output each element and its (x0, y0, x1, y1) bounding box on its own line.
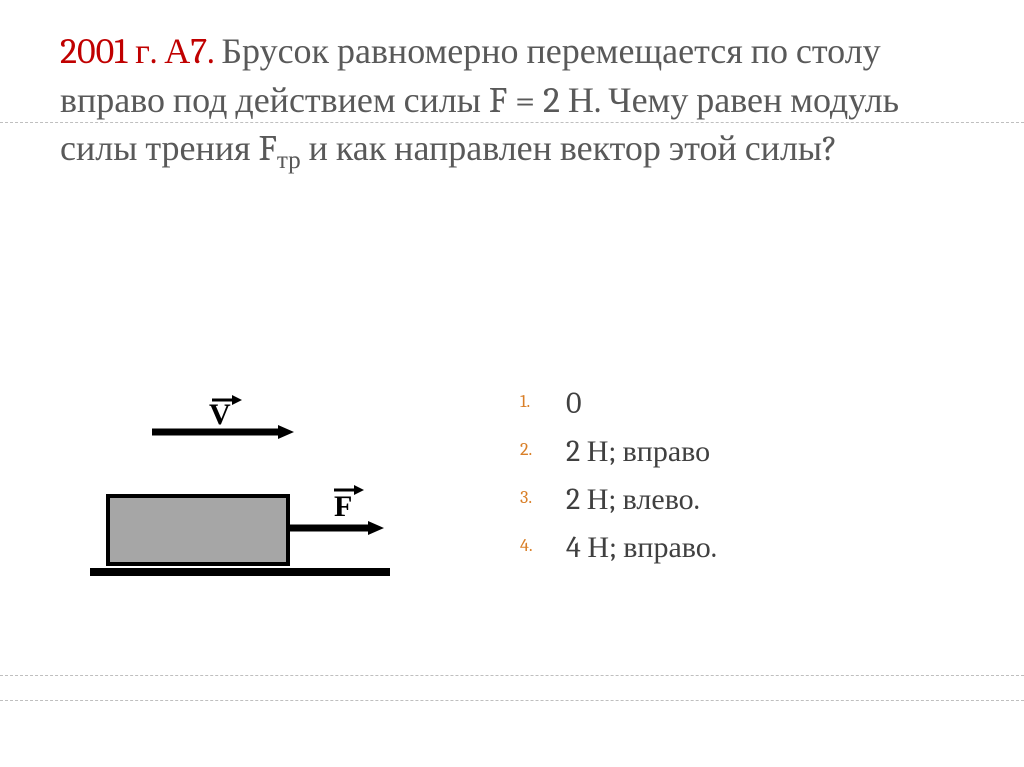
f-label: F (334, 490, 352, 523)
question-prefix: 2001 г. А7. (60, 31, 213, 72)
question-subscript: тр (277, 146, 301, 175)
v-label: V (209, 398, 231, 431)
answer-option: 0 (520, 380, 1024, 428)
diagram-svg: V F (90, 390, 410, 620)
question-text: 2001 г. А7. Брусок равномерно перемещает… (60, 28, 964, 178)
divider-bottom-2 (0, 700, 1024, 701)
divider-bottom-1 (0, 675, 1024, 676)
question-body-2: и как направлен вектор этой силы? (301, 128, 838, 169)
block-rect (108, 496, 288, 564)
answer-option: 2 Н; вправо (520, 428, 1024, 476)
answer-option: 2 Н; влево. (520, 476, 1024, 524)
physics-diagram: V F (0, 340, 440, 624)
answer-list: 0 2 Н; вправо 2 Н; влево. 4 Н; вправо. (440, 340, 1024, 572)
divider-top (0, 122, 1024, 123)
answer-option: 4 Н; вправо. (520, 524, 1024, 572)
content-row: V F 0 2 Н; вправо 2 Н; влево. 4 Н; вправ… (0, 340, 1024, 624)
